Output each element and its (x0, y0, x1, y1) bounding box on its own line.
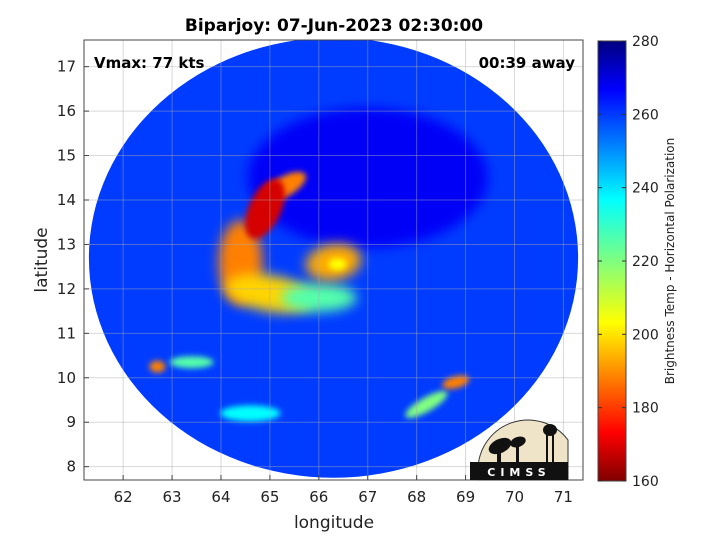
colorbar-tick-label: 240 (632, 181, 659, 197)
y-tick-label: 10 (57, 369, 76, 387)
feature-s-band (220, 405, 281, 422)
x-tick-label: 64 (211, 488, 230, 506)
y-tick-label: 11 (57, 324, 76, 342)
cimss-logo: CIMSS (470, 419, 569, 481)
feature-cold-sector (247, 107, 488, 248)
feature-sw-band (169, 356, 214, 369)
y-axis-label: latitude (32, 227, 52, 292)
time-away-label: 00:39 away (479, 54, 576, 72)
colorbar-tick-label: 180 (632, 401, 659, 417)
x-tick-label: 68 (407, 488, 426, 506)
colorbar-tick-label: 280 (632, 34, 659, 50)
feature-sw-cell (149, 360, 166, 373)
y-tick-label: 15 (57, 147, 76, 165)
y-tick-label: 12 (57, 280, 76, 298)
colorbar-tick-label: 200 (632, 327, 659, 343)
colorbar-ticks: 160 180 200 220 240 260 280 (598, 34, 659, 490)
colorbar-tick-label: 220 (632, 254, 659, 270)
colorbar-tick-label: 260 (632, 107, 659, 123)
y-tick-label: 13 (57, 235, 76, 253)
colorbar: 160 180 200 220 240 260 280 Brightness Temp - … (597, 34, 677, 490)
feature-se-band (405, 391, 448, 418)
y-tick-label: 17 (57, 58, 76, 76)
swath-layer (88, 40, 579, 478)
x-tick-label: 62 (114, 488, 133, 506)
plot-area: 62 63 64 65 66 67 68 69 70 71 8 9 10 11 12 13 14 15 16 17 (57, 39, 584, 506)
feature-eyewall-arc (245, 179, 285, 239)
colorbar-gradient (597, 40, 627, 482)
y-tick-label: 14 (57, 191, 76, 209)
axis-ticks: 62 63 64 65 66 67 68 69 70 71 8 9 10 11 12 13 14 15 16 17 (57, 58, 573, 506)
plot-frame (83, 39, 584, 481)
y-tick-label: 8 (66, 458, 76, 476)
x-tick-label: 65 (260, 488, 279, 506)
x-tick-label: 69 (456, 488, 475, 506)
feature-se-cell (442, 375, 470, 390)
y-tick-label: 16 (57, 102, 76, 120)
x-tick-label: 71 (554, 488, 573, 506)
chart-title: Biparjoy: 07-Jun-2023 02:30:00 (185, 16, 483, 36)
colorbar-tick-label: 160 (632, 474, 659, 490)
x-tick-label: 66 (309, 488, 328, 506)
x-tick-label: 70 (505, 488, 524, 506)
x-tick-label: 63 (163, 488, 182, 506)
x-tick-label: 67 (358, 488, 377, 506)
y-tick-label: 9 (66, 413, 76, 431)
x-axis-label: longitude (294, 513, 374, 533)
colorbar-label: Brightness Temp - Horizontal Polarizatio… (663, 138, 677, 385)
vmax-label: Vmax: 77 kts (94, 54, 204, 72)
grid-lines (84, 40, 583, 480)
feature-eye (328, 258, 347, 271)
logo-text: CIMSS (487, 466, 550, 479)
feature-south-core (280, 283, 357, 312)
